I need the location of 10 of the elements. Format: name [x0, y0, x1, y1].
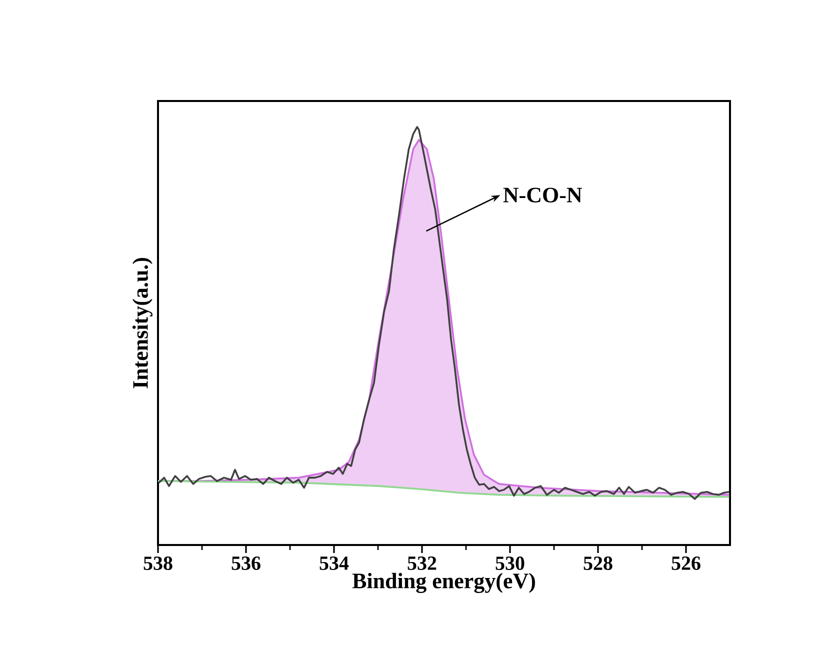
annotation: N-CO-N [503, 188, 582, 202]
x-tick-label: 530 [496, 556, 524, 570]
x-tick-label: 526 [672, 556, 700, 570]
x-tick-label: 534 [320, 556, 349, 570]
x-tick-label: 538 [144, 556, 172, 570]
x-tick-label: 532 [408, 556, 436, 570]
y-axis-title: Intensity(a.u.) [132, 258, 152, 388]
x-tick-label: 536 [232, 556, 260, 570]
x-tick-label: 528 [584, 556, 612, 570]
x-axis-title: Binding energy(eV) [352, 572, 535, 594]
